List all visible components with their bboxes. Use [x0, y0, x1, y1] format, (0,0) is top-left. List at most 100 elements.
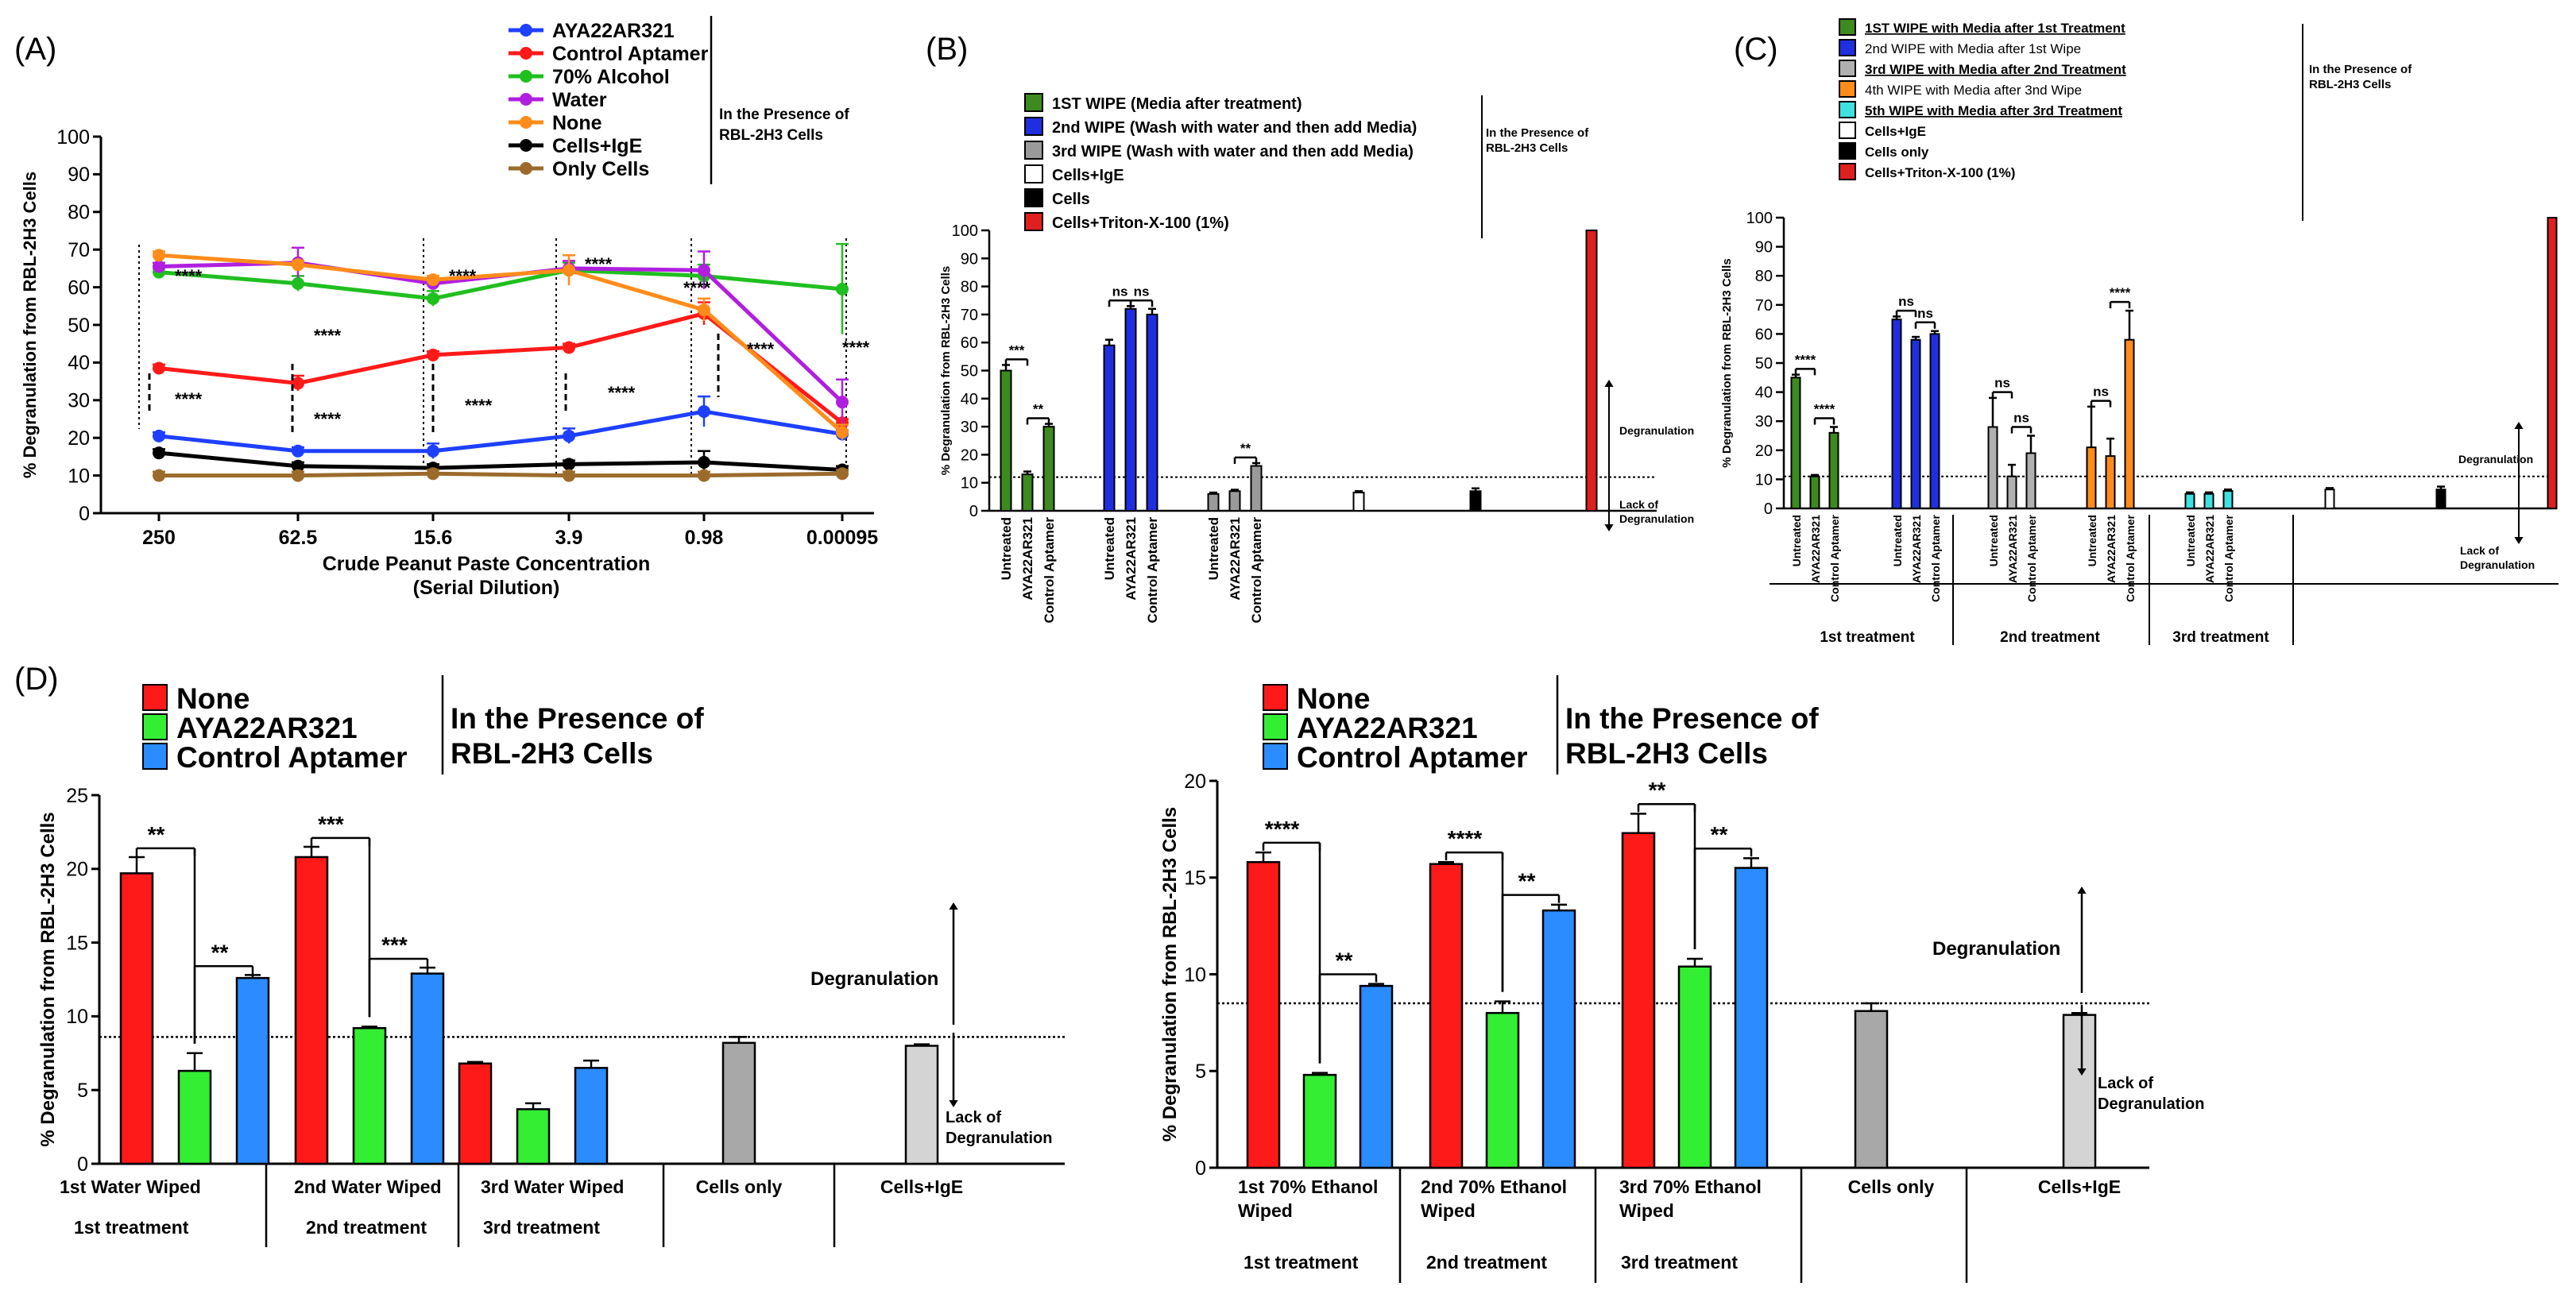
group-label: 3rd Water Wiped: [481, 1176, 624, 1197]
legend-swatch: [1024, 164, 1043, 183]
group-label: 1st 70% Ethanol: [1238, 1176, 1378, 1197]
section-label: 3rd treatment: [2172, 629, 2269, 646]
significance-label: **: [1240, 441, 1251, 456]
data-point: [153, 469, 165, 482]
group-label: Cells only: [696, 1176, 783, 1197]
significance-label: **: [1336, 948, 1353, 973]
bar-label: AYA22AR321: [1809, 515, 1822, 583]
y-tick-label: 0: [1195, 1157, 1206, 1180]
panel-label-a: (A): [14, 32, 56, 67]
legend-swatch: [142, 713, 168, 740]
data-point: [563, 469, 575, 482]
data-point: [427, 444, 439, 458]
bar: [2324, 489, 2335, 510]
bar: [458, 1062, 493, 1165]
legend-note: In the Presence of: [1565, 702, 1819, 735]
data-point: [292, 469, 304, 482]
legend-swatch-marker: [520, 47, 532, 60]
legend-label: 5th WIPE with Media after 3rd Treatment: [1865, 103, 2122, 118]
series-line: [158, 268, 843, 301]
data-point: [427, 273, 439, 287]
series-line: [158, 409, 843, 454]
bar-label: Control Aptamer: [1249, 517, 1264, 624]
data-point: [427, 348, 439, 361]
data-point: [563, 458, 575, 471]
y-tick-label: 40: [961, 391, 978, 408]
legend-label: Only Cells: [552, 158, 649, 180]
x-tick-label: 0.00095: [806, 527, 878, 549]
bar: [2435, 489, 2446, 510]
legend-label: AYA22AR321: [552, 20, 675, 42]
significance-label: ns: [2093, 384, 2109, 400]
y-tick-label: 50: [68, 315, 90, 337]
legend-swatch: [1839, 39, 1856, 56]
arrow-up-label: Degranulation: [2458, 453, 2533, 466]
bar: [1228, 490, 1241, 512]
y-tick-label: 15: [1184, 867, 1206, 890]
bar: [1621, 832, 1656, 1169]
bar: [1246, 861, 1281, 1169]
bar-label: Untreated: [1987, 515, 2000, 566]
y-tick-label: 80: [68, 202, 90, 224]
panel-label: (C): [1734, 32, 1778, 67]
y-tick-label: 70: [68, 239, 90, 261]
legend-swatch: [1024, 141, 1043, 160]
arrow-down-label: Degranulation: [2098, 1095, 2204, 1113]
data-point: [292, 377, 304, 390]
arrow-up-head: [2077, 887, 2087, 894]
y-tick-label: 90: [961, 250, 978, 268]
bar: [1429, 863, 1464, 1169]
bar: [1929, 333, 1940, 509]
y-axis-title: % Degranulation from RBL-2H3 Cells: [37, 812, 59, 1146]
bar-label: Control Aptamer: [2222, 514, 2235, 601]
bar: [119, 872, 154, 1165]
bar: [1485, 1011, 1520, 1169]
bar-label: Untreated: [999, 517, 1014, 580]
legend-swatch: [1024, 212, 1043, 231]
bar-label: AYA22AR321: [1910, 515, 1923, 583]
bar: [1854, 1010, 1889, 1169]
legend-swatch: [1263, 684, 1288, 711]
legend-label: Cells+IgE: [1865, 124, 1926, 139]
bar: [2062, 1014, 2097, 1169]
group-label: Cells only: [1848, 1176, 1935, 1197]
y-tick-label: 80: [1755, 268, 1773, 285]
y-tick-label: 90: [1755, 239, 1773, 257]
y-tick-label: 20: [66, 859, 88, 881]
bar: [1021, 473, 1034, 512]
legend-label: 1ST WIPE with Media after 1st Treatment: [1865, 21, 2125, 36]
y-tick-label: 30: [68, 390, 90, 412]
data-point: [292, 276, 304, 290]
legend-label: Control Aptamer: [552, 43, 709, 65]
data-point: [563, 264, 575, 277]
data-point: [698, 469, 710, 482]
bar: [2105, 455, 2116, 509]
bar-label: Control Aptamer: [1828, 514, 1841, 601]
legend-note: In the Presence of: [2309, 63, 2412, 76]
legend-label: 4th WIPE with Media after 3nd Wipe: [1865, 83, 2082, 98]
legend-swatch: [1839, 18, 1856, 36]
bar: [721, 1041, 756, 1165]
bar-label: Untreated: [1790, 515, 1803, 566]
bar: [1302, 1073, 1337, 1169]
bar-label: AYA22AR321: [2203, 515, 2216, 583]
arrow-down-label: Lack of: [946, 1109, 1001, 1126]
data-point: [292, 258, 304, 272]
significance-label: ****: [175, 266, 203, 286]
bar-label: Control Aptamer: [1145, 517, 1160, 624]
significance-label: ****: [1265, 817, 1300, 841]
significance-label: ns: [1134, 284, 1150, 299]
bar: [1146, 313, 1158, 512]
bar-label: Control Aptamer: [1929, 514, 1942, 601]
section-label: 3rd treatment: [1621, 1252, 1738, 1273]
legend-note: RBL-2H3 Cells: [719, 127, 823, 144]
data-point: [427, 467, 439, 481]
significance-label: ns: [1917, 306, 1933, 321]
significance-label: ****: [608, 383, 636, 403]
significance-label: ****: [465, 396, 493, 415]
section-label: 2nd treatment: [306, 1217, 427, 1238]
data-point: [563, 429, 575, 442]
significance-label: ****: [683, 278, 711, 298]
bar: [1207, 493, 1220, 512]
legend-swatch: [142, 684, 168, 711]
